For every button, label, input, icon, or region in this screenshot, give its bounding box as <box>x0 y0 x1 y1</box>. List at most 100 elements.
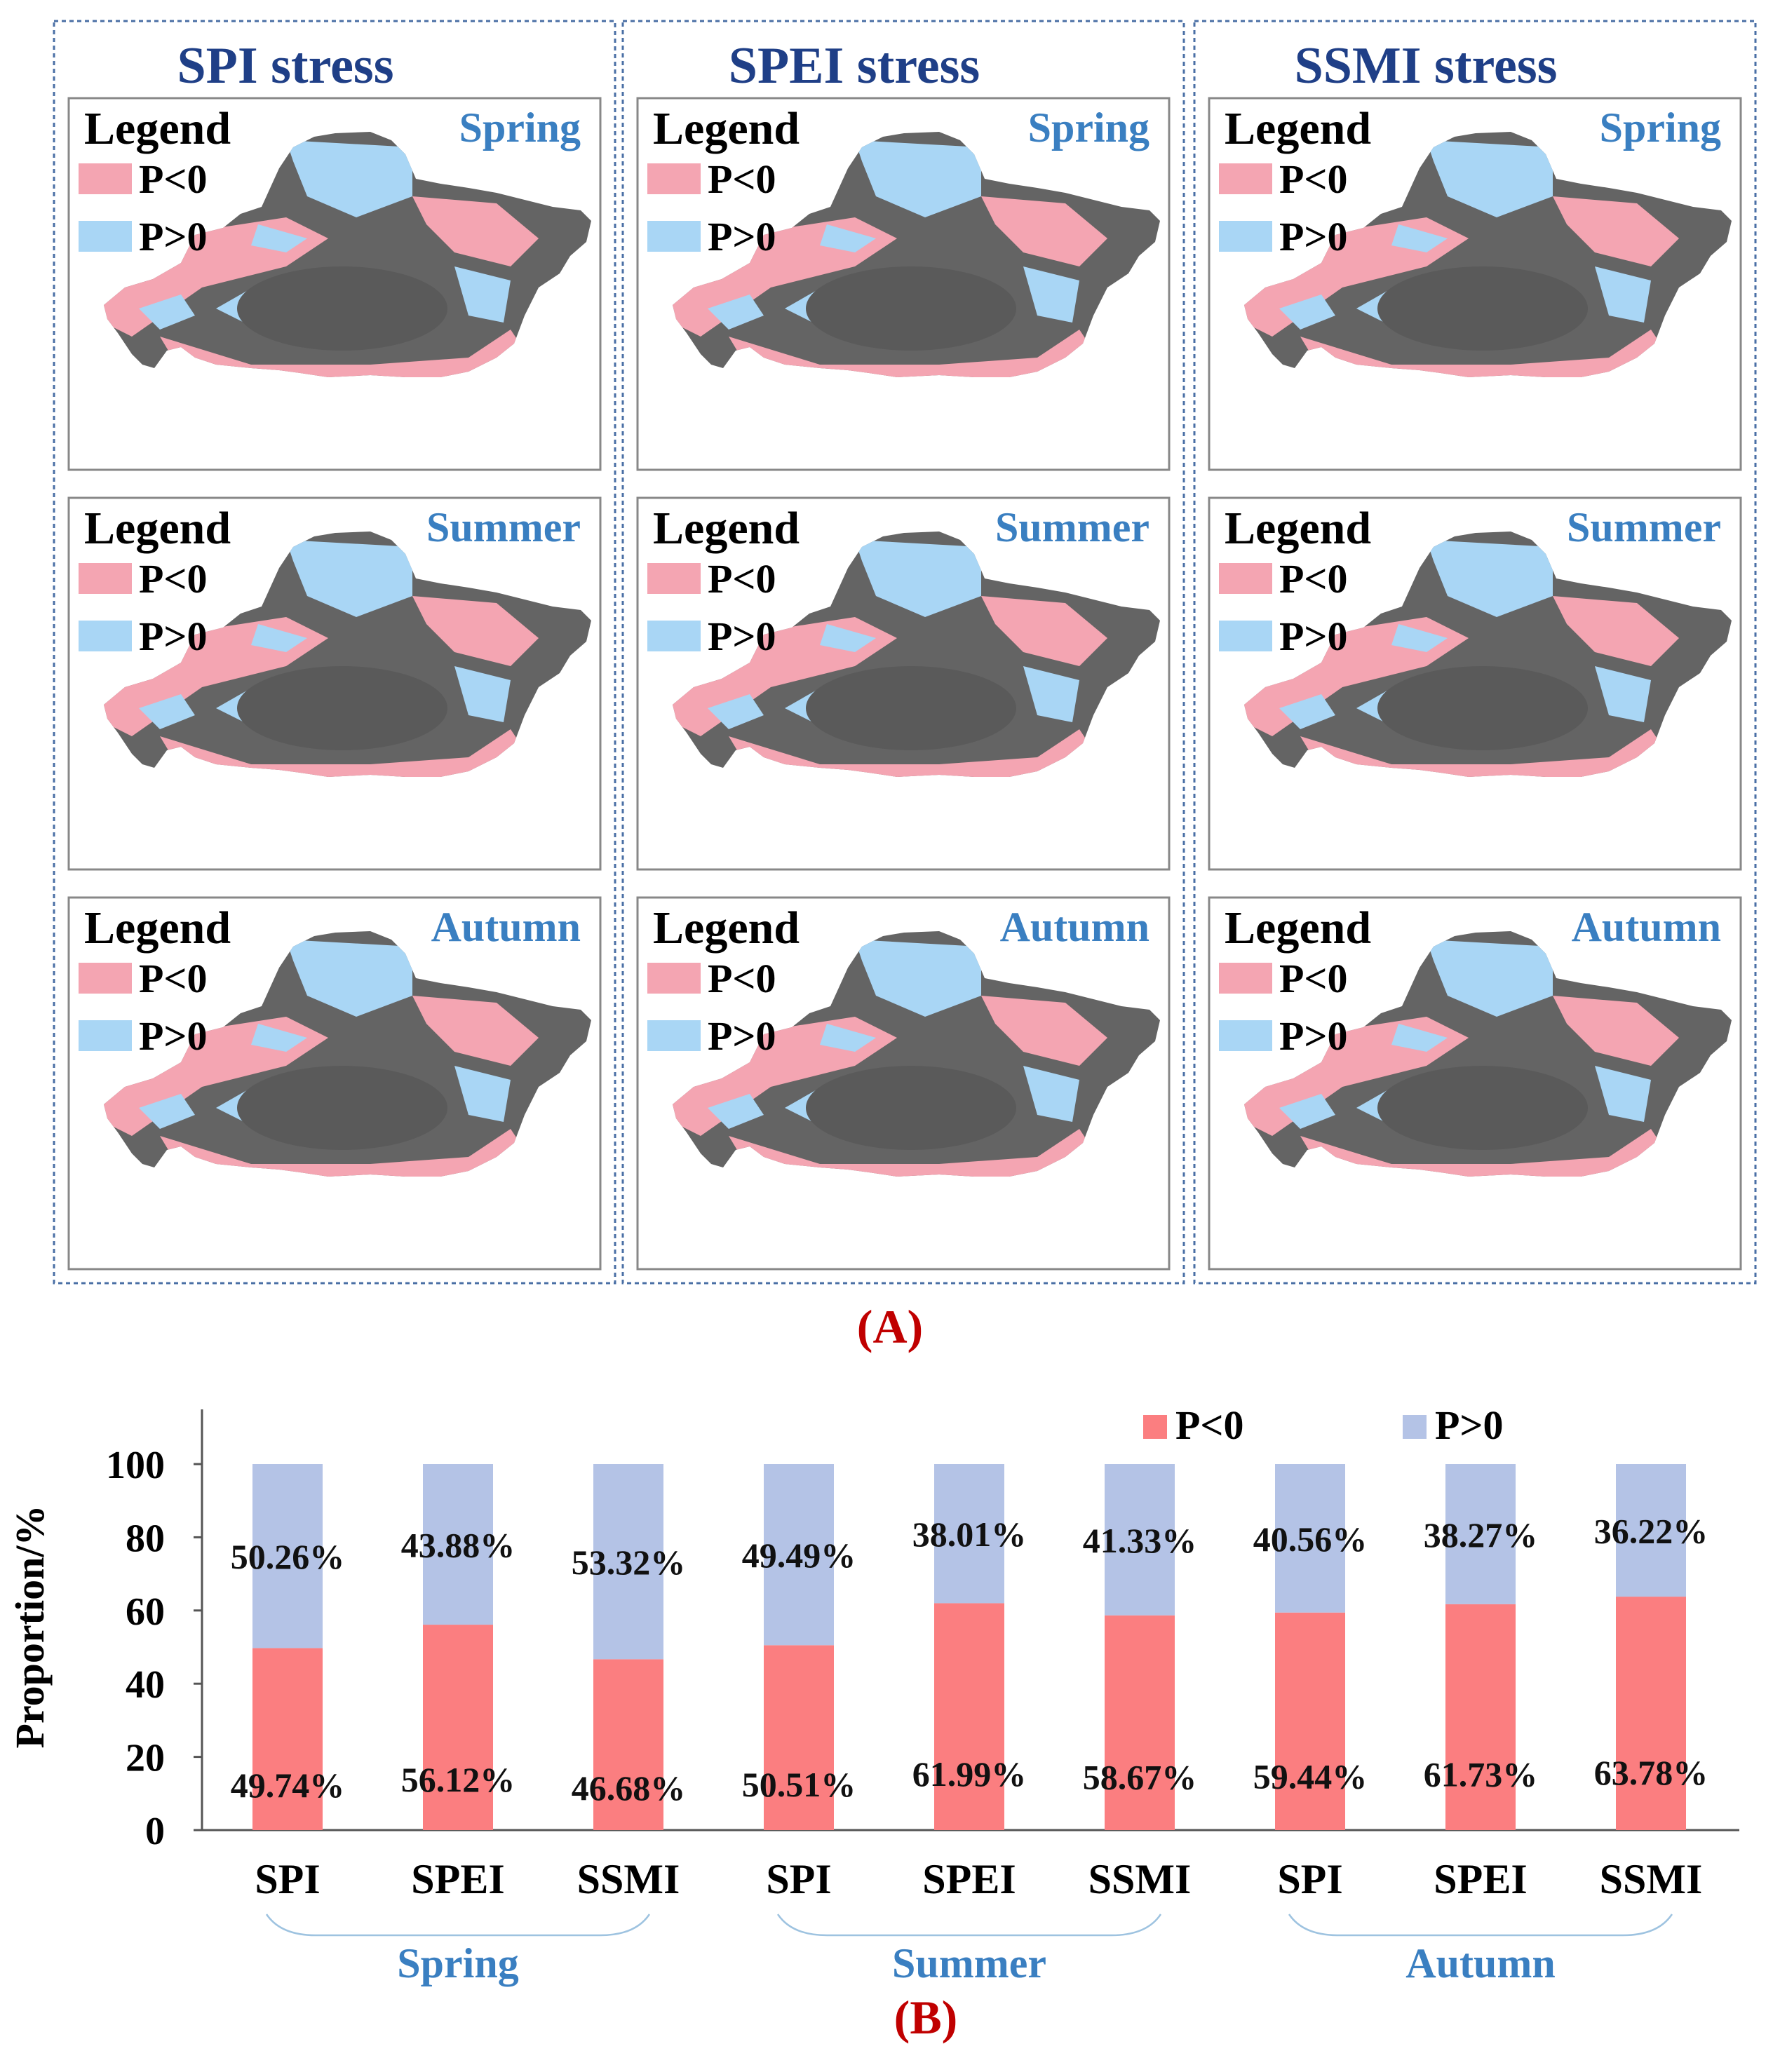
data-label: 63.78% <box>1594 1753 1708 1792</box>
group-bracket <box>265 1914 651 1937</box>
legend-swatch <box>1219 221 1272 252</box>
x-tick-label: SSMI <box>1088 1856 1192 1902</box>
legend-swatch <box>647 563 701 594</box>
chart-legend-swatch <box>1143 1415 1167 1439</box>
bar-segment <box>1616 1597 1686 1830</box>
season-label: Autumn <box>1572 904 1721 950</box>
legend-label: P<0 <box>139 556 207 602</box>
bar-segment <box>1275 1612 1345 1830</box>
legend-swatch <box>647 963 701 994</box>
legend-label: P>0 <box>708 614 776 659</box>
data-label: 58.67% <box>1083 1757 1197 1796</box>
legend-label: P<0 <box>1279 556 1347 602</box>
legend-label: P<0 <box>1279 956 1347 1001</box>
season-label: Spring <box>459 104 581 151</box>
legend-label: P>0 <box>1279 214 1347 259</box>
map-panel: Legend Summer P<0 P>0 <box>1208 496 1742 871</box>
x-tick-label: SPEI <box>1434 1856 1527 1902</box>
legend-label: P>0 <box>708 1013 776 1059</box>
x-tick-label: SPI <box>766 1856 831 1902</box>
panel-a-maps: SPI stress Legend Spring P<0 P>0 Legend Summer… <box>53 20 1757 1353</box>
data-label: 36.22% <box>1594 1512 1708 1551</box>
season-label: Summer <box>995 504 1149 550</box>
x-tick-label: SPI <box>1277 1856 1342 1902</box>
bar-segment <box>1616 1464 1686 1597</box>
x-tick-label: SPEI <box>411 1856 504 1902</box>
map-panel: Legend Autumn P<0 P>0 <box>636 896 1171 1271</box>
legend-title: Legend <box>653 902 800 954</box>
legend-title: Legend <box>84 103 231 154</box>
legend-swatch <box>1219 1020 1272 1051</box>
bar-segment <box>1445 1464 1516 1604</box>
legend-title: Legend <box>1225 902 1371 954</box>
bar-segment <box>764 1645 834 1830</box>
legend-label: P<0 <box>1279 156 1347 202</box>
legend-swatch <box>79 221 132 252</box>
legend-label: P>0 <box>1279 614 1347 659</box>
panel-b-label: (B) <box>894 1991 958 2044</box>
map-column-title: SPEI stress <box>729 37 980 95</box>
group-bracket <box>1288 1914 1673 1937</box>
legend-title: Legend <box>1225 503 1371 554</box>
map-panel: Legend Summer P<0 P>0 <box>636 496 1171 871</box>
legend-swatch <box>79 621 132 651</box>
bar-segment <box>593 1659 663 1830</box>
bar-segment <box>252 1464 323 1648</box>
data-label: 49.49% <box>742 1536 856 1575</box>
bar-segment <box>934 1464 1004 1604</box>
legend-swatch <box>647 621 701 651</box>
data-label: 38.01% <box>912 1515 1027 1554</box>
y-tick-label: 0 <box>145 1810 165 1853</box>
legend-label: P<0 <box>708 156 776 202</box>
map-column-title: SSMI stress <box>1295 37 1558 95</box>
y-tick-label: 100 <box>106 1444 165 1487</box>
data-label: 49.74% <box>231 1766 345 1805</box>
data-label: 59.44% <box>1253 1756 1368 1796</box>
x-tick-label: SSMI <box>577 1856 680 1902</box>
legend-label: P>0 <box>139 214 207 259</box>
legend-label: P<0 <box>708 956 776 1001</box>
data-label: 61.73% <box>1424 1754 1538 1794</box>
map-column-title: SPI stress <box>177 37 393 95</box>
legend-label: P<0 <box>708 556 776 602</box>
panel-a-label: (A) <box>857 1300 923 1353</box>
chart-legend-label: P>0 <box>1435 1402 1503 1448</box>
legend-swatch <box>1219 163 1272 194</box>
legend-swatch <box>79 163 132 194</box>
season-label: Summer <box>1567 504 1721 550</box>
bar-segment <box>593 1464 663 1660</box>
season-label: Autumn <box>431 904 581 950</box>
panel-b-stacked-bar-chart: 0 20 40 60 80 100 49.74% 50.26% 56.12% 43.88% 46.… <box>7 1402 1739 2044</box>
legend-swatch <box>79 1020 132 1051</box>
legend-swatch <box>1219 963 1272 994</box>
group-label: Spring <box>397 1940 518 1986</box>
chart-legend-swatch <box>1403 1415 1427 1439</box>
x-tick-label: SSMI <box>1600 1856 1703 1902</box>
legend-title: Legend <box>84 902 231 954</box>
legend-swatch <box>79 563 132 594</box>
y-tick-label: 60 <box>126 1590 165 1634</box>
season-label: Autumn <box>1000 904 1149 950</box>
legend-label: P<0 <box>139 956 207 1001</box>
legend-label: P>0 <box>1279 1013 1347 1059</box>
bar-segment <box>423 1464 493 1625</box>
legend-swatch <box>647 221 701 252</box>
bar-segment <box>1105 1615 1175 1830</box>
bar-segment <box>764 1464 834 1646</box>
x-tick-label: SPI <box>255 1856 320 1902</box>
legend-swatch <box>647 1020 701 1051</box>
data-label: 38.27% <box>1424 1515 1538 1555</box>
season-label: Spring <box>1028 104 1149 151</box>
map-panel: Legend Spring P<0 P>0 <box>636 97 1171 471</box>
bar-segment <box>1105 1464 1175 1616</box>
season-label: Spring <box>1600 104 1721 151</box>
bar-segment <box>252 1648 323 1830</box>
data-label: 53.32% <box>572 1543 686 1582</box>
bar-segment <box>423 1625 493 1830</box>
data-label: 41.33% <box>1083 1521 1197 1560</box>
chart-legend-label: P<0 <box>1175 1402 1243 1448</box>
group-label: Autumn <box>1405 1940 1555 1986</box>
data-label: 61.99% <box>912 1754 1027 1794</box>
map-panel: Legend Autumn P<0 P>0 <box>67 896 602 1271</box>
y-tick-label: 20 <box>126 1737 165 1780</box>
